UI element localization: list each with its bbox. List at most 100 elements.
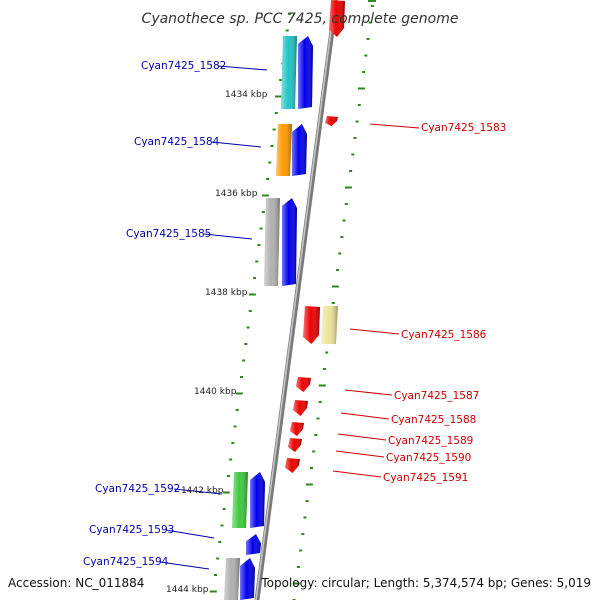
tick-mark xyxy=(261,211,265,213)
tick-mark xyxy=(351,153,355,156)
tick-mark xyxy=(272,128,276,131)
tick-mark xyxy=(266,178,270,180)
genome-backbone xyxy=(254,0,339,600)
tick-mark xyxy=(323,368,327,370)
gene-label-reverse[interactable]: Cyan7425_1588 xyxy=(391,414,476,426)
gene-label-forward[interactable]: Cyan7425_1594 xyxy=(83,556,169,568)
genome-title: Cyanothece sp. PCC 7425, complete genome xyxy=(142,11,459,27)
gene-arrow-shading xyxy=(288,438,302,452)
tick-mark xyxy=(344,203,348,205)
leader-line-reverse xyxy=(369,123,420,129)
gene-arrow-shading xyxy=(290,422,304,436)
tick-mark xyxy=(318,401,322,403)
tick-mark xyxy=(235,409,239,411)
tick-mark xyxy=(366,38,370,40)
gene-label-reverse[interactable]: Cyan7425_1587 xyxy=(394,390,479,402)
tick-mark xyxy=(229,458,233,461)
gene-arrow-shading xyxy=(240,558,255,600)
tick-mark xyxy=(287,13,291,15)
gene-arrow-shading xyxy=(329,0,345,37)
tick-mark xyxy=(305,483,313,486)
tick-mark xyxy=(209,590,217,593)
gene-label-reverse[interactable]: Cyan7425_1586 xyxy=(401,329,487,341)
tick-mark xyxy=(226,475,230,477)
tick-mark xyxy=(296,566,300,568)
gene-arrow-shading xyxy=(303,306,320,344)
reverse-gene-labels: Cyan7425_1583 Cyan7425_1586 Cyan7425_158… xyxy=(383,122,506,484)
tick-mark xyxy=(318,384,326,387)
leader-line-forward xyxy=(203,233,253,240)
tick-mark xyxy=(257,244,261,246)
tick-mark xyxy=(233,425,237,428)
tick-mark xyxy=(231,442,235,444)
tick-mark xyxy=(368,21,372,24)
leader-line-forward xyxy=(165,529,215,539)
tick-mark xyxy=(248,293,256,296)
tick-mark xyxy=(338,252,342,255)
gene-arrow-shading xyxy=(325,116,338,126)
tick-mark xyxy=(303,516,307,519)
tick-mark xyxy=(312,450,316,453)
gene-arrow-shading xyxy=(298,36,313,109)
leader-line-reverse xyxy=(349,328,400,335)
tick-mark xyxy=(253,277,257,279)
tick-mark xyxy=(222,508,226,510)
forward-gene-labels: Cyan7425_1582 Cyan7425_1584 Cyan7425_158… xyxy=(83,60,226,568)
tick-mark xyxy=(270,145,274,147)
gene-label-forward[interactable]: Cyan7425_1592 xyxy=(95,483,180,495)
tick-mark xyxy=(255,260,259,263)
gene-label-forward[interactable]: Cyan7425_1593 xyxy=(89,524,174,536)
accession-text: Accession: NC_011884 xyxy=(8,576,144,590)
leader-line-forward xyxy=(211,141,262,148)
tick-mark xyxy=(342,219,346,222)
tick-mark xyxy=(220,524,224,527)
tick-mark xyxy=(314,434,318,436)
gene-label-forward[interactable]: Cyan7425_1585 xyxy=(126,228,211,240)
tick-mark xyxy=(299,549,303,552)
cog-block-shading xyxy=(264,198,280,286)
tick-mark xyxy=(259,227,263,230)
gene-label-forward[interactable]: Cyan7425_1584 xyxy=(134,136,220,148)
gene-label-forward[interactable]: Cyan7425_1582 xyxy=(141,60,226,72)
kbp-label: 1434 kbp xyxy=(225,90,268,100)
tick-mark xyxy=(357,87,365,90)
kbp-label: 1438 kbp xyxy=(205,288,248,298)
kbp-label: 1436 kbp xyxy=(215,189,258,199)
tick-mark xyxy=(242,359,246,362)
gene-label-reverse[interactable]: Cyan7425_1590 xyxy=(386,452,471,464)
cog-block-shading xyxy=(281,36,297,109)
tick-mark xyxy=(357,104,361,106)
genome-backbone-group xyxy=(254,0,339,600)
tick-mark xyxy=(218,541,222,543)
tick-mark xyxy=(222,491,230,494)
label-leader-lines xyxy=(159,65,420,570)
leader-line-reverse xyxy=(335,450,385,458)
gene-label-reverse[interactable]: Cyan7425_1583 xyxy=(421,122,506,134)
gene-label-reverse[interactable]: Cyan7425_1589 xyxy=(388,435,473,447)
tick-mark xyxy=(344,186,352,189)
tick-mark xyxy=(268,161,272,164)
kbp-label: 1444 kbp xyxy=(166,585,209,595)
tick-mark xyxy=(331,302,335,304)
gene-arrow-shading xyxy=(250,472,265,528)
tick-mark xyxy=(279,79,283,81)
tick-mark xyxy=(292,582,300,585)
cog-block-shading xyxy=(224,558,240,600)
leader-line-forward xyxy=(217,65,268,71)
tick-mark xyxy=(325,351,329,354)
tick-mark xyxy=(285,29,289,32)
gene-arrow-shading xyxy=(282,198,297,286)
leader-line-forward xyxy=(159,561,210,570)
tick-mark xyxy=(309,467,313,469)
gene-label-reverse[interactable]: Cyan7425_1591 xyxy=(383,472,468,484)
tick-mark xyxy=(331,285,339,288)
tick-mark xyxy=(244,343,248,345)
gene-arrow-shading xyxy=(296,377,311,392)
tick-mark xyxy=(370,5,374,7)
genome-summary-text: Topology: circular; Length: 5,374,574 bp… xyxy=(260,576,591,590)
tick-mark xyxy=(353,137,357,139)
cog-block-shading xyxy=(321,306,338,344)
leader-line-reverse xyxy=(340,412,390,420)
tick-mark xyxy=(355,120,359,123)
leader-line-reverse xyxy=(344,389,393,396)
